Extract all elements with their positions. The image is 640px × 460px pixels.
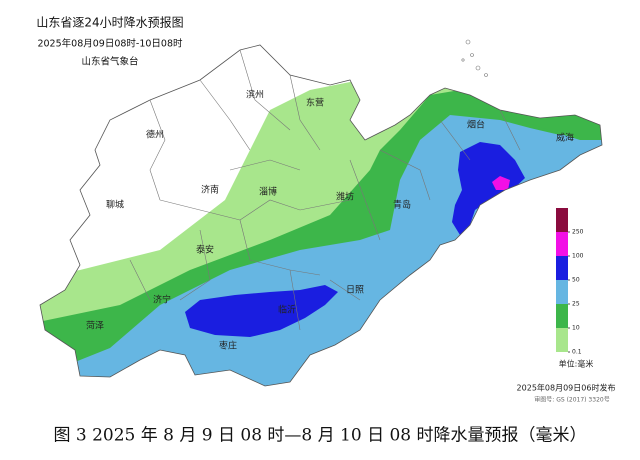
city-label: 日照 bbox=[346, 285, 364, 296]
legend-label: 100 bbox=[572, 253, 584, 260]
approval-number: 审图号: GS (2017) 3320号 bbox=[534, 396, 609, 404]
legend-label: 25 bbox=[572, 301, 580, 308]
legend-swatch bbox=[556, 232, 568, 256]
legend: 0.1 10 25 50 100 250 单位:毫米 bbox=[556, 208, 593, 369]
map-title: 山东省逐24小时降水预报图 bbox=[36, 15, 183, 30]
legend-swatch bbox=[556, 208, 568, 232]
city-label: 烟台 bbox=[467, 119, 485, 131]
city-label: 德州 bbox=[146, 129, 164, 141]
legend-swatch bbox=[556, 280, 568, 304]
zone-rainstorm bbox=[452, 142, 525, 235]
city-label: 聊城 bbox=[106, 199, 124, 211]
city-label: 济南 bbox=[201, 184, 219, 196]
issue-time: 2025年08月09日06时发布 bbox=[517, 383, 616, 393]
map-subtitle: 2025年08月09日08时-10日08时 bbox=[37, 38, 183, 50]
city-label: 淄博 bbox=[259, 186, 277, 198]
city-label: 枣庄 bbox=[219, 340, 237, 352]
city-label: 潍坊 bbox=[336, 191, 354, 203]
city-label: 滨州 bbox=[246, 89, 264, 101]
city-label: 泰安 bbox=[196, 244, 214, 256]
issuer: 山东省气象台 bbox=[81, 56, 138, 68]
islands bbox=[461, 39, 488, 77]
legend-swatch bbox=[556, 256, 568, 280]
zone-moderate bbox=[520, 112, 602, 140]
city-labels: 滨州 东营 德州 烟台 威海 济南 淄博 潍坊 青岛 聊城 泰安 日照 济宁 菏… bbox=[86, 89, 574, 352]
city-label: 菏泽 bbox=[86, 321, 104, 332]
city-label: 威海 bbox=[556, 132, 574, 144]
zone-heavy-rainstorm bbox=[492, 176, 510, 190]
zone-rainstorm bbox=[185, 285, 338, 337]
legend-label: 250 bbox=[572, 229, 584, 236]
city-label: 青岛 bbox=[393, 199, 411, 211]
city-label: 临沂 bbox=[278, 304, 296, 316]
legend-label: 50 bbox=[572, 277, 580, 284]
legend-label: 0.1 bbox=[572, 349, 582, 356]
city-label: 济宁 bbox=[153, 294, 171, 306]
city-label: 东营 bbox=[306, 97, 324, 109]
legend-swatch bbox=[556, 328, 568, 352]
city-borders bbox=[129, 49, 521, 331]
caption: 图 3 2025 年 8 月 9 日 08 时—8 月 10 日 08 时降水量… bbox=[53, 426, 586, 446]
legend-swatch bbox=[556, 304, 568, 328]
legend-unit: 单位:毫米 bbox=[559, 359, 594, 369]
legend-label: 10 bbox=[572, 325, 580, 332]
